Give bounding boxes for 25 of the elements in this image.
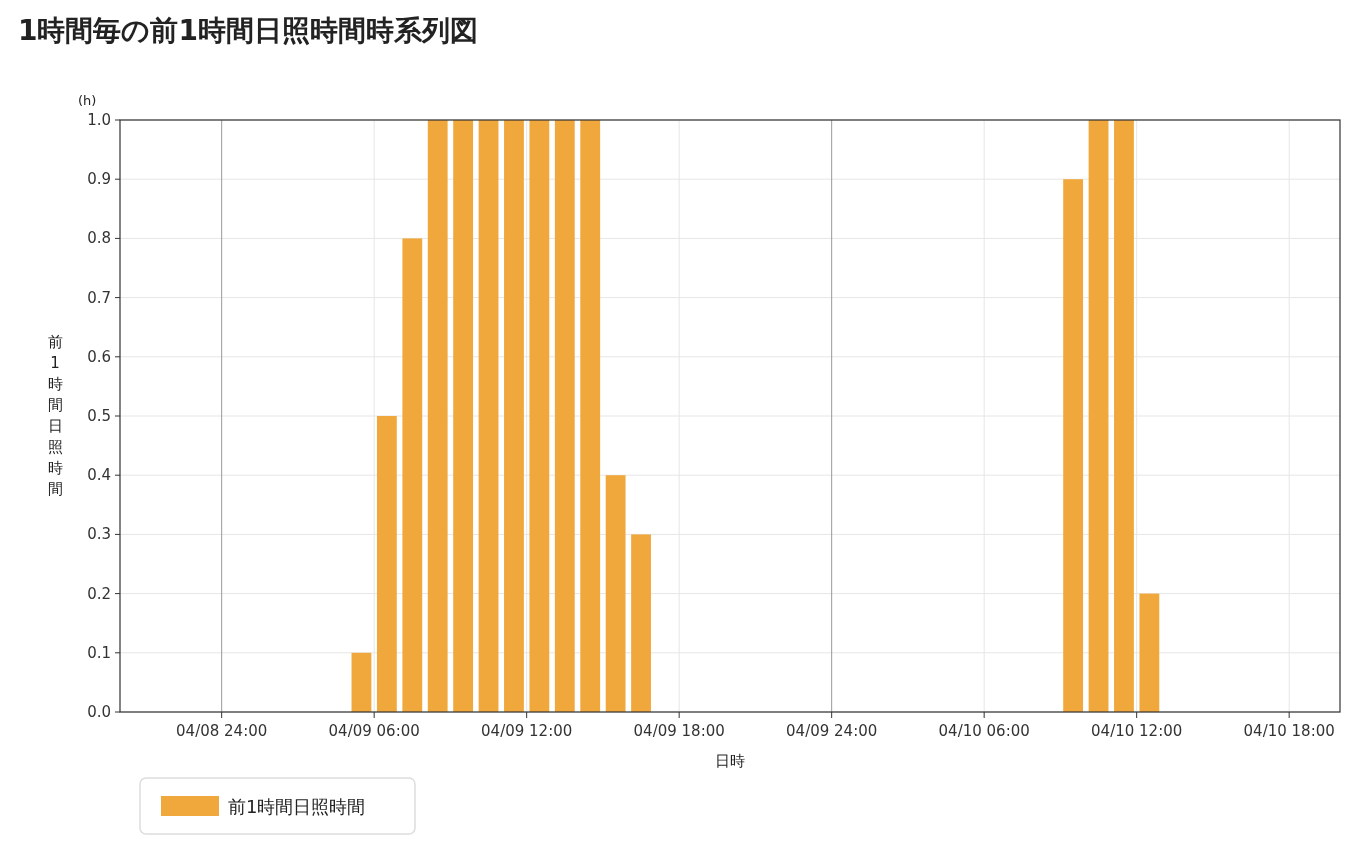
legend-label: 前1時間日照時間 (228, 796, 366, 817)
y-tick-label: 0.6 (87, 347, 111, 366)
x-tick-label: 04/10 18:00 (1243, 722, 1335, 740)
chart-title: 1時間毎の前1時間日照時間時系列図 (18, 14, 478, 47)
x-tick-label: 04/09 06:00 (328, 722, 420, 740)
x-tick-label: 04/10 12:00 (1091, 722, 1183, 740)
y-tick-label: 0.4 (87, 466, 111, 485)
y-tick-label: 0.3 (87, 525, 111, 544)
y-tick-label: 0.5 (87, 407, 111, 425)
x-tick-label: 04/10 06:00 (938, 722, 1030, 740)
legend: 前1時間日照時間 (139, 777, 416, 835)
y-tick-label: 0.8 (87, 229, 111, 248)
y-tick-label: 1.0 (87, 111, 111, 129)
y-tick-label: 0.2 (87, 584, 111, 603)
x-tick-label: 04/09 12:00 (481, 722, 573, 740)
y-tick-label: 0.9 (87, 170, 111, 189)
y-tick-label: 0.7 (87, 288, 111, 307)
y-tick-label: 0.0 (87, 703, 111, 721)
text: (h) (78, 93, 97, 108)
y-tick-label: 0.1 (87, 643, 111, 662)
x-tick-label: 04/08 24:00 (176, 722, 268, 740)
y-axis-title: 前1時間日照時間 (47, 333, 63, 498)
x-axis-title: 日時 (715, 752, 745, 770)
x-tick-label: 04/09 18:00 (633, 722, 725, 740)
x-tick-label: 04/09 24:00 (786, 722, 878, 740)
